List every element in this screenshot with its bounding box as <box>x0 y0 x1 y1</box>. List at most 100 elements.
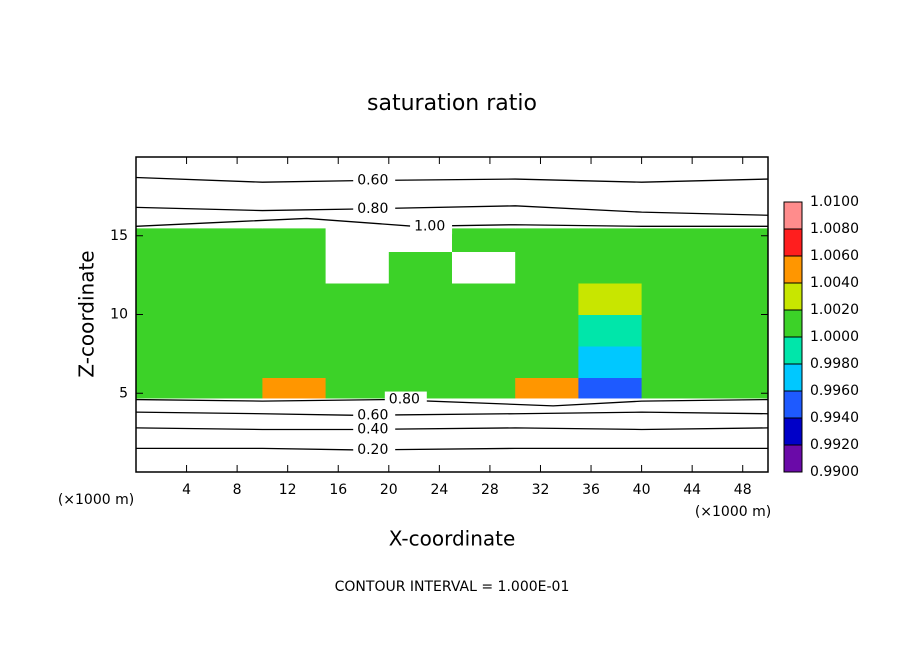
contour-label-bg <box>353 441 396 458</box>
colorbar-band <box>784 256 802 284</box>
x-tick-label: 48 <box>734 482 752 498</box>
field-cell <box>578 227 643 252</box>
field-cell <box>262 314 327 347</box>
field-cell <box>641 397 706 473</box>
x-axis-label: X-coordinate <box>389 527 516 551</box>
x-tick-label: 12 <box>279 482 297 498</box>
colorbar-tick-label: 1.0000 <box>810 329 859 345</box>
contour-label: 0.60 <box>357 407 388 423</box>
colorbar-tick-label: 0.9900 <box>810 464 859 480</box>
contour-line <box>135 176 769 183</box>
x-tick-label: 40 <box>633 482 651 498</box>
contour-line <box>135 427 769 431</box>
field-cell <box>515 397 579 473</box>
field-cell <box>452 377 516 399</box>
field-cell <box>262 251 327 284</box>
field-cell <box>452 397 516 473</box>
y-tick-label: 10 <box>110 307 128 323</box>
field-cell <box>136 227 200 252</box>
field-cell <box>199 157 263 229</box>
field-cell <box>199 346 263 378</box>
colorbar-band <box>784 202 802 230</box>
x-unit: (×1000 m) <box>58 492 134 508</box>
field-cell <box>452 157 516 229</box>
field-cell <box>704 157 769 229</box>
contour-label-bg <box>353 172 396 189</box>
colorbar-band <box>784 445 802 473</box>
field-cell <box>325 227 390 252</box>
field-cell <box>325 314 390 347</box>
field-cell <box>388 157 453 229</box>
colorbar-tick-label: 0.9960 <box>810 383 859 399</box>
field-cell <box>641 377 706 399</box>
field-cell <box>641 251 706 284</box>
field-cell <box>388 314 453 347</box>
contour-label: 0.40 <box>357 421 388 437</box>
colorbar-tick-label: 1.0100 <box>810 194 859 210</box>
field-cell <box>262 283 327 315</box>
contour-label-bg <box>384 391 427 408</box>
x-tick-label: 44 <box>683 482 701 498</box>
colorbar-tick-label: 0.9940 <box>810 410 859 426</box>
field-cell <box>704 377 769 399</box>
field-cell <box>199 283 263 315</box>
field-cell <box>199 251 263 284</box>
field-cell <box>641 157 706 229</box>
field-cell <box>704 283 769 315</box>
x-tick-label: 8 <box>233 482 242 498</box>
field-cell <box>578 397 643 473</box>
field-cell <box>136 397 200 473</box>
field-cell <box>578 251 643 284</box>
field-cell <box>641 283 706 315</box>
field-cell <box>199 314 263 347</box>
field-cell <box>136 377 200 399</box>
colorbar-band <box>784 283 802 311</box>
field-cell <box>704 346 769 378</box>
colorbar-tick-label: 1.0080 <box>810 221 859 237</box>
field-cell <box>452 314 516 347</box>
field-cell <box>515 377 579 399</box>
field-cell <box>641 346 706 378</box>
chart-title: saturation ratio <box>367 91 537 116</box>
field-cell <box>452 346 516 378</box>
field-cell <box>452 251 516 284</box>
contour-label: 0.80 <box>389 392 420 408</box>
colorbar-band <box>784 310 802 338</box>
field-cell <box>136 283 200 315</box>
colorbar-tick-label: 1.0020 <box>810 302 859 318</box>
x-tick-label: 20 <box>380 482 398 498</box>
x-tick-label: 32 <box>532 482 550 498</box>
field-cell <box>515 157 579 229</box>
colorbar-band <box>784 229 802 257</box>
field-cell <box>515 283 579 315</box>
contour-label: 0.20 <box>357 442 388 458</box>
contour-line <box>135 411 769 416</box>
field-cell <box>325 377 390 399</box>
colorbar-tick-label: 1.0040 <box>810 275 859 291</box>
x-unit: (×1000 m) <box>695 504 771 520</box>
colorbar-band <box>784 418 802 446</box>
field-cell <box>704 314 769 347</box>
x-tick-label: 28 <box>481 482 499 498</box>
field-cell <box>262 397 327 473</box>
field-cell <box>388 346 453 378</box>
field-cell <box>641 227 706 252</box>
x-tick-label: 36 <box>582 482 600 498</box>
contour-label-bg <box>353 421 396 438</box>
field-cell <box>704 397 769 473</box>
field-cell <box>515 314 579 347</box>
colorbar-band <box>784 391 802 419</box>
field-cell <box>641 314 706 347</box>
field-cell <box>325 251 390 284</box>
field-cell <box>325 346 390 378</box>
x-tick-label: 16 <box>329 482 347 498</box>
contour-label-bg <box>353 407 396 424</box>
field-cell <box>325 283 390 315</box>
field-cell <box>199 397 263 473</box>
field-cell <box>136 157 200 229</box>
contour-label-bg <box>353 200 396 217</box>
field-cell <box>704 227 769 252</box>
contour-line <box>136 447 768 451</box>
x-tick-label: 24 <box>430 482 448 498</box>
